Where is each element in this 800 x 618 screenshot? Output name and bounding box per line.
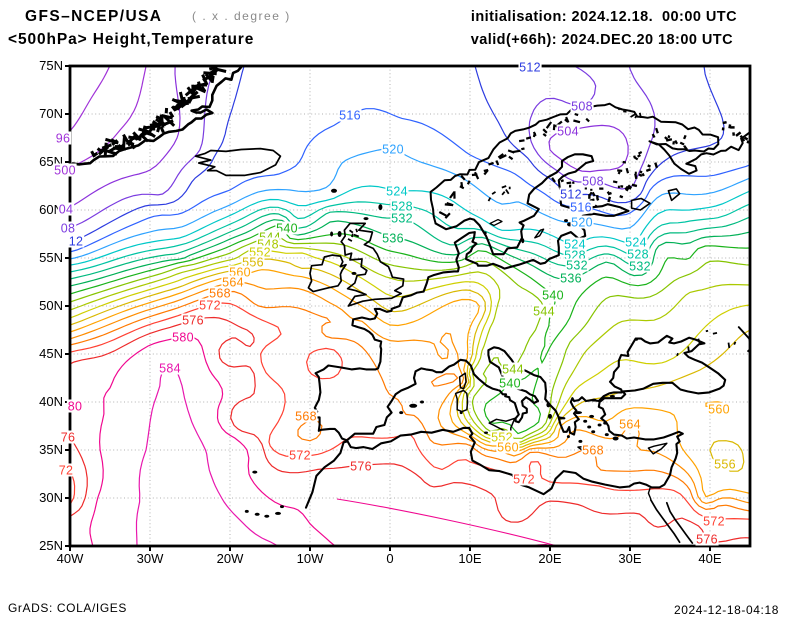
svg-text:60N: 60N (39, 202, 63, 217)
svg-text:576: 576 (182, 314, 204, 328)
svg-text:04: 04 (59, 203, 74, 217)
svg-text:520: 520 (382, 143, 404, 157)
svg-text:528: 528 (391, 200, 413, 214)
svg-text:572: 572 (289, 449, 311, 463)
svg-text:564: 564 (619, 418, 641, 432)
svg-text:572: 572 (703, 515, 725, 529)
svg-text:568: 568 (209, 287, 231, 301)
svg-text:20W: 20W (217, 551, 244, 566)
svg-text:544: 544 (502, 363, 524, 377)
svg-text:75N: 75N (39, 58, 63, 73)
svg-text:540: 540 (542, 289, 564, 303)
svg-text:572: 572 (199, 299, 221, 313)
svg-text:76: 76 (61, 431, 76, 445)
svg-text:10W: 10W (297, 551, 324, 566)
svg-text:96: 96 (56, 132, 71, 146)
svg-text:560: 560 (708, 403, 730, 417)
svg-text:556: 556 (714, 458, 736, 472)
svg-text:valid(+66h): 2024.DEC.20 18:00: valid(+66h): 2024.DEC.20 18:00 UTC (471, 32, 733, 48)
svg-text:576: 576 (696, 533, 718, 547)
svg-text:55N: 55N (39, 250, 63, 265)
svg-text:524: 524 (564, 238, 586, 252)
svg-text:532: 532 (566, 259, 588, 273)
svg-text:<500hPa> Height,Temperature: <500hPa> Height,Temperature (8, 31, 254, 48)
svg-text:560: 560 (497, 441, 519, 455)
svg-text:50N: 50N (39, 298, 63, 313)
svg-text:536: 536 (382, 232, 404, 246)
svg-text:580: 580 (172, 331, 194, 345)
svg-text:GrADS: COLA/IGES: GrADS: COLA/IGES (8, 601, 127, 615)
svg-text:524: 524 (386, 185, 408, 199)
svg-text:568: 568 (295, 410, 317, 424)
svg-text:( . x . degree ): ( . x . degree ) (192, 9, 291, 23)
svg-text:532: 532 (391, 212, 413, 226)
svg-text:30E: 30E (618, 551, 641, 566)
svg-text:508: 508 (582, 175, 604, 189)
svg-text:40E: 40E (698, 551, 721, 566)
svg-text:584: 584 (159, 362, 181, 376)
svg-text:500: 500 (54, 164, 76, 178)
svg-text:524: 524 (625, 236, 647, 250)
svg-text:512: 512 (519, 61, 541, 75)
svg-text:568: 568 (582, 444, 604, 458)
svg-text:08: 08 (61, 222, 76, 236)
svg-text:2024-12-18-04:18: 2024-12-18-04:18 (674, 603, 779, 617)
svg-text:35N: 35N (39, 442, 63, 457)
svg-text:508: 508 (571, 100, 593, 114)
svg-text:532: 532 (629, 260, 651, 274)
svg-text:initialisation: 2024.12.18. 0: initialisation: 2024.12.18. 00:00 UTC (471, 9, 737, 25)
svg-text:80: 80 (68, 400, 83, 414)
svg-text:25N: 25N (39, 538, 63, 553)
svg-text:40N: 40N (39, 394, 63, 409)
svg-text:572: 572 (513, 473, 535, 487)
svg-text:40W: 40W (57, 551, 84, 566)
svg-text:536: 536 (560, 272, 582, 286)
svg-text:564: 564 (222, 276, 244, 290)
svg-text:516: 516 (339, 109, 361, 123)
svg-text:70N: 70N (39, 106, 63, 121)
svg-text:10E: 10E (458, 551, 481, 566)
svg-text:72: 72 (59, 464, 74, 478)
svg-text:512: 512 (560, 188, 582, 202)
svg-text:576: 576 (350, 460, 372, 474)
svg-text:0: 0 (386, 551, 393, 566)
svg-text:528: 528 (627, 248, 649, 262)
svg-text:20E: 20E (538, 551, 561, 566)
svg-text:30W: 30W (137, 551, 164, 566)
svg-text:540: 540 (499, 377, 521, 391)
svg-text:GFS–NCEP/USA: GFS–NCEP/USA (25, 8, 162, 25)
svg-text:544: 544 (533, 305, 555, 319)
svg-text:516: 516 (570, 201, 592, 215)
svg-text:45N: 45N (39, 346, 63, 361)
svg-text:504: 504 (557, 125, 579, 139)
svg-text:12: 12 (69, 235, 84, 249)
svg-text:520: 520 (571, 216, 593, 230)
svg-text:30N: 30N (39, 490, 63, 505)
